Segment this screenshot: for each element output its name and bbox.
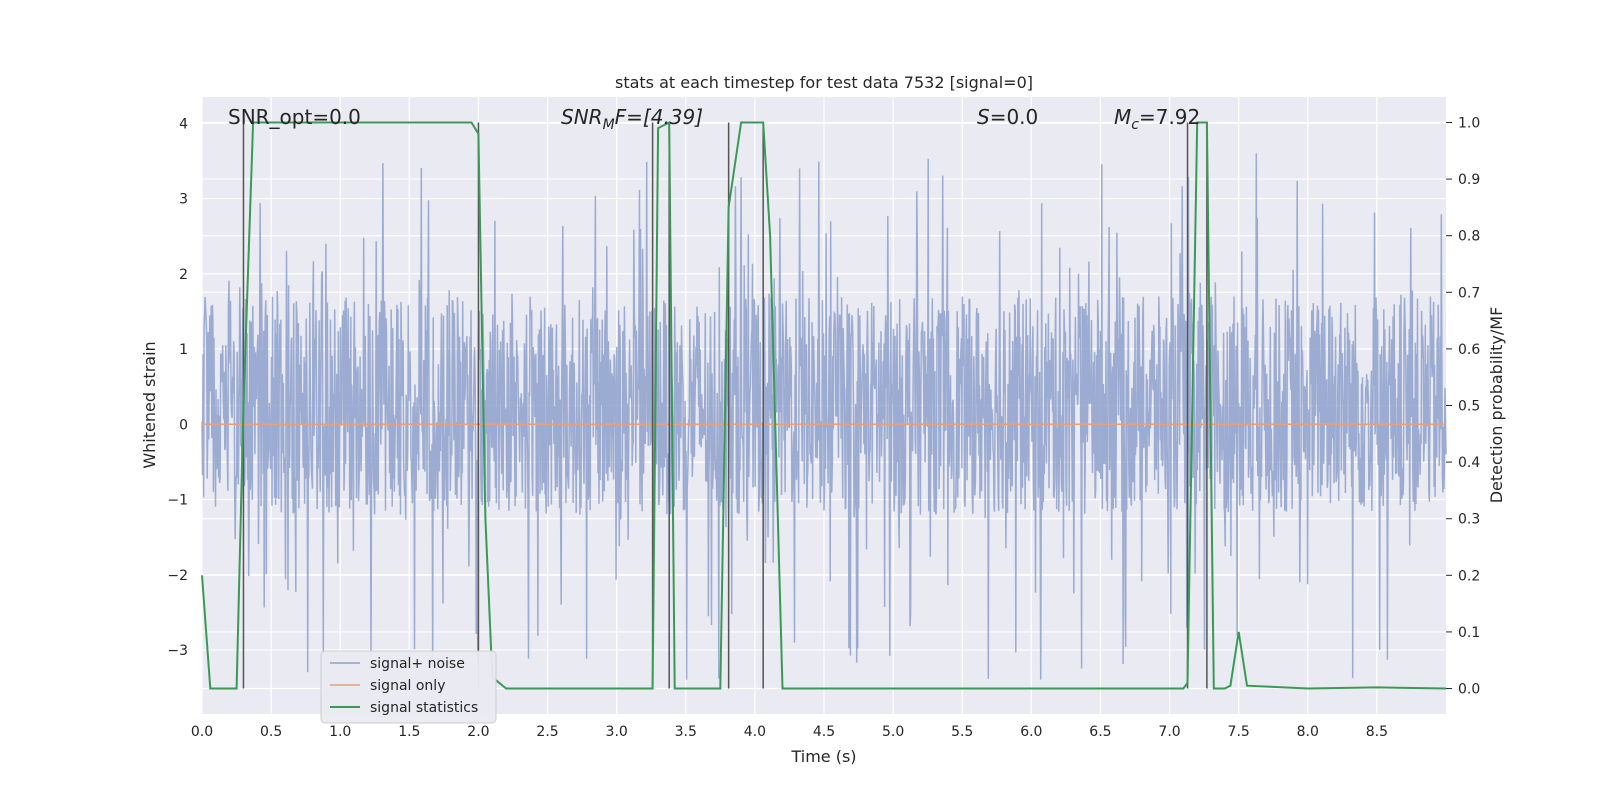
x-tick-label: 1.0 bbox=[329, 724, 351, 740]
x-tick-label: 2.0 bbox=[467, 724, 489, 740]
right-y-tick-label: 0.1 bbox=[1458, 625, 1480, 641]
left-y-tick-label: −3 bbox=[167, 643, 188, 659]
x-tick-label: 5.5 bbox=[951, 724, 973, 740]
x-tick-label: 6.5 bbox=[1089, 724, 1111, 740]
x-tick-label: 3.0 bbox=[606, 724, 628, 740]
x-tick-label: 2.5 bbox=[536, 724, 558, 740]
right-y-tick-label: 0.4 bbox=[1458, 455, 1480, 471]
left-y-tick-label: −2 bbox=[167, 568, 188, 584]
legend-label-signal-only: signal only bbox=[370, 678, 445, 694]
x-tick-label: 3.5 bbox=[675, 724, 697, 740]
chart-title: stats at each timestep for test data 753… bbox=[615, 73, 1033, 92]
right-y-tick-label: 0.6 bbox=[1458, 342, 1480, 358]
right-y-tick-label: 0.0 bbox=[1458, 682, 1480, 698]
signal-statistics-line bbox=[201, 120, 1447, 690]
left-y-tick-label: 0 bbox=[179, 417, 188, 433]
left-y-axis-label: Whitened strain bbox=[140, 341, 159, 468]
x-tick-label: 5.0 bbox=[882, 724, 904, 740]
right-y-tick-label: 0.9 bbox=[1458, 172, 1480, 188]
x-tick-label: 7.0 bbox=[1158, 724, 1180, 740]
legend-label-noise: signal+ noise bbox=[370, 656, 465, 672]
x-tick-label: 1.5 bbox=[398, 724, 420, 740]
x-axis-label: Time (s) bbox=[790, 747, 856, 766]
signal-noise-series bbox=[201, 153, 1447, 680]
x-tick-label: 0.5 bbox=[260, 724, 282, 740]
x-tick-label: 4.5 bbox=[813, 724, 835, 740]
legend-label-statistics: signal statistics bbox=[370, 700, 478, 716]
right-y-axis-label: Detection probability/MF bbox=[1487, 307, 1506, 504]
signal-statistics-series bbox=[201, 120, 1447, 690]
x-tick-label: 8.5 bbox=[1366, 724, 1388, 740]
right-y-tick-label: 0.5 bbox=[1458, 399, 1480, 415]
left-y-tick-label: 2 bbox=[179, 267, 188, 283]
x-tick-label: 8.0 bbox=[1297, 724, 1319, 740]
annotation-snr-opt: SNR_opt=0.0 bbox=[228, 105, 361, 129]
left-y-tick-label: 1 bbox=[179, 342, 188, 358]
x-axis-ticks: 0.0 0.5 1.0 1.5 2.0 2.5 3.0 3.5 4.0 4.5 5.0 5.5 6.0 6… bbox=[191, 724, 1388, 740]
annotation-snr-mf: SNRMF=[4.39] bbox=[561, 105, 703, 133]
annotation-s: S=0.0 bbox=[977, 105, 1038, 129]
annotation-mc: Mc=7.92 bbox=[1114, 105, 1200, 133]
left-y-tick-label: 3 bbox=[179, 192, 188, 208]
left-y-axis-ticks: −3 −2 −1 0 1 2 3 4 bbox=[167, 116, 188, 659]
right-y-tick-label: 0.7 bbox=[1458, 285, 1480, 301]
right-y-tick-label: 0.8 bbox=[1458, 229, 1480, 245]
legend: signal+ noise signal only signal statist… bbox=[320, 650, 497, 724]
left-y-tick-label: −1 bbox=[167, 493, 188, 509]
x-tick-label: 6.0 bbox=[1020, 724, 1042, 740]
left-y-tick-label: 4 bbox=[179, 116, 188, 132]
right-y-tick-label: 0.3 bbox=[1458, 512, 1480, 528]
x-tick-label: 7.5 bbox=[1228, 724, 1250, 740]
right-y-tick-label: 0.2 bbox=[1458, 568, 1480, 584]
signal-noise-line bbox=[201, 153, 1447, 680]
x-tick-label: 0.0 bbox=[191, 724, 213, 740]
right-y-axis-ticks: 0.0 0.1 0.2 0.3 0.4 0.5 0.6 0.7 0.8 0.9 1.0 bbox=[1446, 115, 1480, 698]
right-y-tick-label: 1.0 bbox=[1458, 115, 1480, 131]
legend-box bbox=[320, 650, 497, 724]
x-tick-label: 4.0 bbox=[744, 724, 766, 740]
